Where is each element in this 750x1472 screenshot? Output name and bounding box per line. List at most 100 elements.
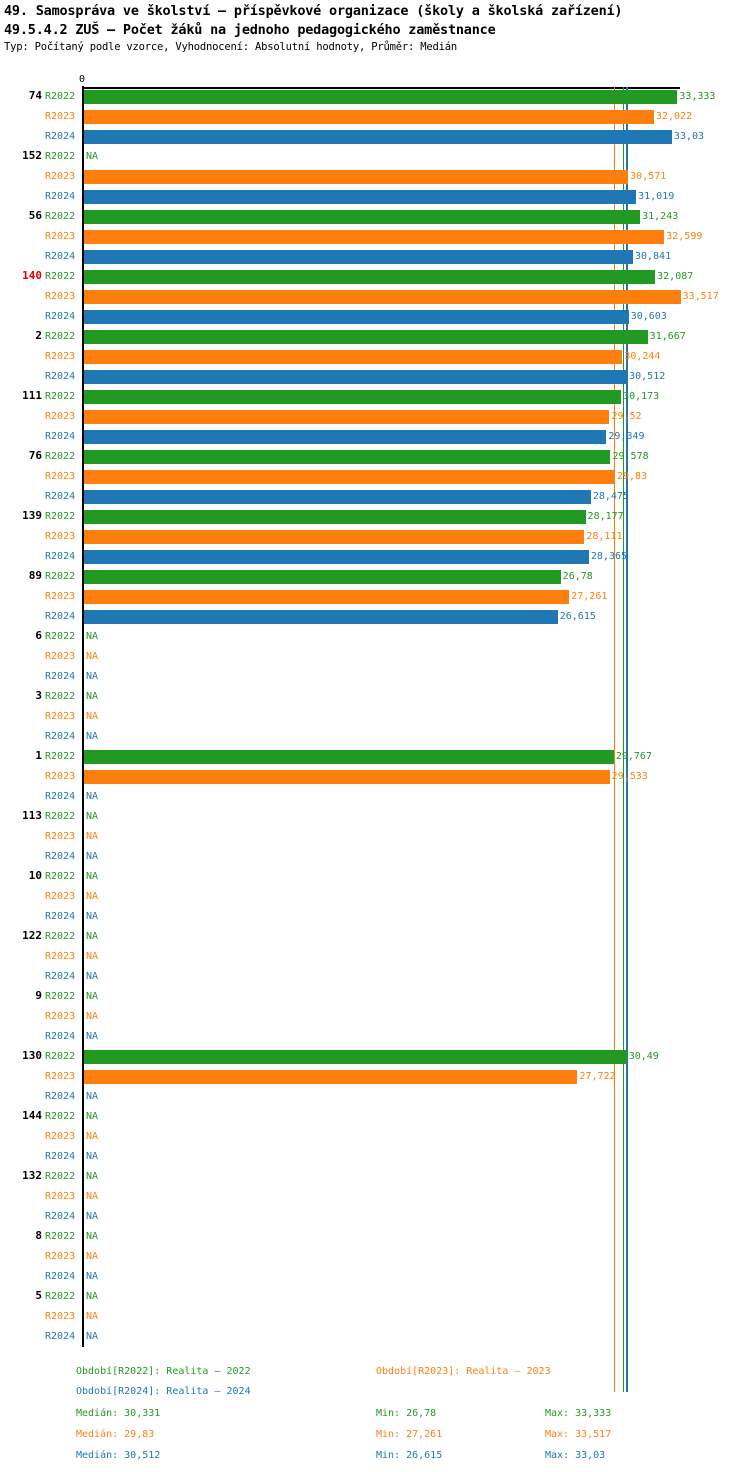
bar-r2023[interactable] [84,1070,578,1084]
bar-row[interactable]: R2023 27,722 [0,1067,750,1087]
bar-r2023[interactable] [84,770,610,784]
bar-r2024[interactable] [84,190,637,204]
bar-row[interactable]: R2024 33,03 [0,127,750,147]
bar-row[interactable]: R2022 29,767 [0,747,750,767]
bar-row[interactable]: R2024 NA [0,787,750,807]
bar-r2023[interactable] [84,290,681,304]
group-label-139[interactable]: 139 [22,509,42,522]
bar-row[interactable]: R2024 NA [0,907,750,927]
bar-r2023[interactable] [84,590,570,604]
group-label-140[interactable]: 140 [22,269,42,282]
bar-row[interactable]: R2024 29,349 [0,427,750,447]
bar-row[interactable]: R2024 NA [0,1087,750,1107]
bar-row[interactable]: R2024 31,019 [0,187,750,207]
bar-r2022[interactable] [84,510,586,524]
bar-r2024[interactable] [84,490,591,504]
bar-row[interactable]: R2023 NA [0,827,750,847]
bar-row[interactable]: R2024 NA [0,1267,750,1287]
bar-row[interactable]: R2022 33,333 [0,87,750,107]
bar-r2022[interactable] [84,570,561,584]
bar-row[interactable]: R2023 33,517 [0,287,750,307]
bar-r2022[interactable] [84,210,641,224]
bar-r2024[interactable] [84,430,607,444]
bar-row[interactable]: R2023 29,83 [0,467,750,487]
bar-row[interactable]: R2023 30,244 [0,347,750,367]
bar-row[interactable]: R2024 30,603 [0,307,750,327]
bar-row[interactable]: R2023 NA [0,647,750,667]
bar-row[interactable]: R2024 30,841 [0,247,750,267]
bar-r2023[interactable] [84,170,629,184]
bar-row[interactable]: R2022 31,667 [0,327,750,347]
bar-row[interactable]: R2022 31,243 [0,207,750,227]
bar-row[interactable]: R2024 28,475 [0,487,750,507]
bar-r2022[interactable] [84,270,656,284]
bar-r2024[interactable] [84,550,589,564]
bar-r2022[interactable] [84,390,622,404]
bar-r2023[interactable] [84,410,610,424]
bar-row[interactable]: R2023 NA [0,1247,750,1267]
bar-row[interactable]: R2024 NA [0,967,750,987]
bar-r2022[interactable] [84,90,678,104]
group-label-9[interactable]: 9 [35,989,42,1002]
bar-row[interactable]: R2022 NA [0,807,750,827]
bar-row[interactable]: R2023 NA [0,1127,750,1147]
bar-row[interactable]: R2024 NA [0,727,750,747]
bar-row[interactable]: R2024 30,512 [0,367,750,387]
group-label-144[interactable]: 144 [22,1109,42,1122]
bar-r2024[interactable] [84,370,628,384]
bar-row[interactable]: R2023 27,261 [0,587,750,607]
bar-r2022[interactable] [84,330,648,344]
bar-row[interactable]: R2023 NA [0,887,750,907]
bar-row[interactable]: R2022 NA [0,687,750,707]
bar-row[interactable]: R2024 NA [0,1327,750,1347]
bar-row[interactable]: R2022 NA [0,927,750,947]
bar-r2023[interactable] [84,350,623,364]
bar-r2023[interactable] [84,470,615,484]
bar-row[interactable]: R2022 NA [0,147,750,167]
group-label-152[interactable]: 152 [22,149,42,162]
group-label-56[interactable]: 56 [28,209,42,222]
bar-row[interactable]: R2022 NA [0,1227,750,1247]
bar-row[interactable]: R2023 28,111 [0,527,750,547]
bar-row[interactable]: R2022 30,173 [0,387,750,407]
legend-series-2[interactable]: Období[R2023]: Realita – 2023 [376,1366,551,1377]
group-label-5[interactable]: 5 [35,1289,42,1302]
bar-row[interactable]: R2022 NA [0,627,750,647]
group-label-1[interactable]: 1 [35,749,42,762]
group-label-74[interactable]: 74 [28,89,42,102]
bar-row[interactable]: R2022 29,578 [0,447,750,467]
group-label-8[interactable]: 8 [35,1229,42,1242]
bar-row[interactable]: R2023 32,022 [0,107,750,127]
bar-row[interactable]: R2022 NA [0,1167,750,1187]
bar-row[interactable]: R2022 NA [0,1107,750,1127]
bar-row[interactable]: R2023 NA [0,947,750,967]
bar-row[interactable]: R2023 30,571 [0,167,750,187]
legend-series-3[interactable]: Období[R2024]: Realita – 2024 [76,1386,251,1397]
group-label-3[interactable]: 3 [35,689,42,702]
group-label-113[interactable]: 113 [22,809,42,822]
bar-row[interactable]: R2022 28,177 [0,507,750,527]
bar-row[interactable]: R2024 28,365 [0,547,750,567]
group-label-130[interactable]: 130 [22,1049,42,1062]
group-label-122[interactable]: 122 [22,929,42,942]
bar-r2024[interactable] [84,250,633,264]
group-label-10[interactable]: 10 [28,869,42,882]
bar-r2022[interactable] [84,750,614,764]
group-label-2[interactable]: 2 [35,329,42,342]
group-label-6[interactable]: 6 [35,629,42,642]
bar-row[interactable]: R2023 32,599 [0,227,750,247]
bar-row[interactable]: R2022 NA [0,1287,750,1307]
bar-row[interactable]: R2023 NA [0,1307,750,1327]
bar-r2024[interactable] [84,610,558,624]
bar-row[interactable]: R2024 26,615 [0,607,750,627]
group-label-132[interactable]: 132 [22,1169,42,1182]
bar-r2022[interactable] [84,1050,627,1064]
group-label-76[interactable]: 76 [28,449,42,462]
group-label-111[interactable]: 111 [22,389,42,402]
bar-r2023[interactable] [84,530,585,544]
group-label-89[interactable]: 89 [28,569,42,582]
bar-row[interactable]: R2024 NA [0,1027,750,1047]
bar-row[interactable]: R2022 NA [0,987,750,1007]
bar-row[interactable]: R2022 30,49 [0,1047,750,1067]
bar-row[interactable]: R2024 NA [0,1207,750,1227]
